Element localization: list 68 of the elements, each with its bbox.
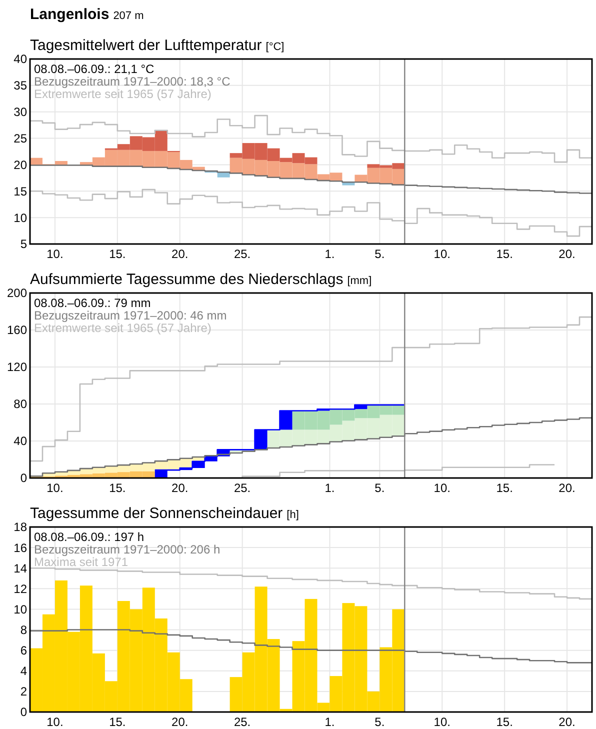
y-tick-label: 2 xyxy=(20,684,28,699)
y-tick-label: 18 xyxy=(14,520,28,534)
y-tick-label: 6 xyxy=(20,644,28,658)
y-tick-label: 14 xyxy=(14,561,28,576)
y-axis-title: [°C] xyxy=(266,41,284,53)
x-tick-label: 20. xyxy=(558,247,576,261)
annotation: Bezugszeitraum 1971–2000: 46 mm xyxy=(34,308,227,322)
y-tick-label: 25 xyxy=(14,131,28,146)
x-tick-label: 20. xyxy=(172,481,188,495)
y-tick-label: 10 xyxy=(14,210,28,225)
y-tick-label: 40 xyxy=(14,52,28,66)
x-tick-label: 15. xyxy=(496,715,513,729)
text: 207 m xyxy=(113,10,144,22)
y-tick-label: 30 xyxy=(14,105,28,120)
x-tick-label: 10. xyxy=(46,247,64,261)
x-tick-label: 10. xyxy=(434,481,450,495)
y-axis-title: [h] xyxy=(286,509,299,521)
x-tick-label: 20. xyxy=(172,715,188,729)
y-tick-label: 35 xyxy=(14,78,28,93)
y-tick-label: 12 xyxy=(14,582,28,596)
annotation: Extremwerte seit 1965 (57 Jahre) xyxy=(34,87,212,101)
annotation: 08.08.–06.09.: 21,1 °C xyxy=(34,62,155,76)
annotation: Extremwerte seit 1965 (57 Jahre) xyxy=(34,321,212,335)
x-tick-label: 15. xyxy=(496,481,513,495)
x-tick-label: 20. xyxy=(172,247,188,261)
annotation: 08.08.–06.09.: 79 mm xyxy=(34,296,151,310)
y-tick-label: 16 xyxy=(14,540,28,555)
y-tick-label: 40 xyxy=(14,434,28,448)
text: Langenlois xyxy=(30,6,110,23)
x-tick-label: 1. xyxy=(324,481,335,495)
x-tick-label: 15. xyxy=(496,247,513,261)
x-tick-label: 10. xyxy=(434,247,450,261)
y-tick-label: 0 xyxy=(20,705,28,720)
chart-title: Tagessumme der Sonnenscheindauer xyxy=(30,505,283,522)
chart-title: Tagesmittelwert der Lufttemperatur xyxy=(30,37,262,54)
annotation: Bezugszeitraum 1971–2000: 18,3 °C xyxy=(34,74,231,88)
x-tick-label: 5. xyxy=(374,715,385,729)
y-tick-label: 15 xyxy=(14,184,28,198)
y-tick-label: 0 xyxy=(20,471,28,486)
y-tick-label: 4 xyxy=(20,664,28,678)
x-tick-label: 25. xyxy=(234,247,251,261)
y-axis-title: [mm] xyxy=(347,275,372,287)
chart-title: Aufsummierte Tagessumme des Niederschlags xyxy=(30,271,344,288)
x-tick-label: 1. xyxy=(324,247,335,261)
x-tick-label: 25. xyxy=(234,481,251,495)
y-tick-label: 160 xyxy=(6,323,28,338)
annotation: Maxima seit 1971 xyxy=(34,555,128,569)
x-tick-label: 15. xyxy=(109,247,126,261)
x-tick-label: 5. xyxy=(374,247,385,261)
x-tick-label: 25. xyxy=(234,715,251,729)
x-tick-label: 5. xyxy=(374,481,385,495)
x-tick-label: 1. xyxy=(324,715,335,729)
x-tick-label: 15. xyxy=(109,715,126,729)
x-tick-label: 15. xyxy=(109,481,126,495)
y-tick-label: 10 xyxy=(14,602,28,616)
x-tick-label: 10. xyxy=(434,715,450,729)
x-tick-label: 10. xyxy=(46,715,64,729)
x-tick-label: 20. xyxy=(558,715,576,729)
x-tick-label: 20. xyxy=(558,481,576,495)
y-tick-label: 200 xyxy=(6,286,28,300)
y-tick-label: 80 xyxy=(14,397,28,412)
y-tick-label: 20 xyxy=(14,158,28,172)
annotation: Bezugszeitraum 1971–2000: 206 h xyxy=(34,542,220,556)
annotation: 08.08.–06.09.: 197 h xyxy=(34,530,144,544)
y-tick-label: 5 xyxy=(20,237,28,252)
x-tick-label: 10. xyxy=(46,481,64,495)
y-tick-label: 120 xyxy=(6,360,28,374)
y-tick-label: 8 xyxy=(20,622,28,637)
